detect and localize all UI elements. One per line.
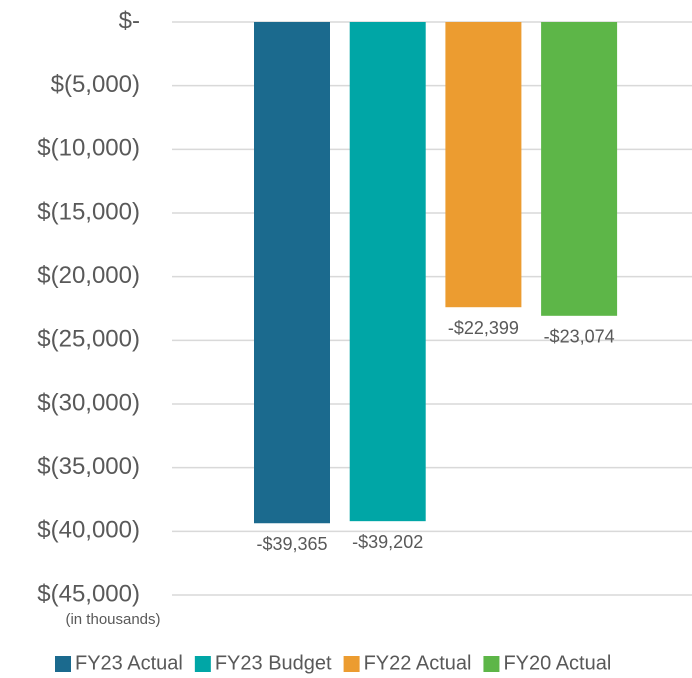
legend-swatch — [343, 656, 360, 672]
y-tick-label: $(45,000) — [37, 580, 140, 607]
bar — [541, 22, 618, 316]
bar — [254, 22, 330, 524]
y-tick-label: $(20,000) — [37, 262, 140, 289]
y-tick-label: $(35,000) — [37, 453, 140, 480]
data-label: -$23,074 — [544, 327, 615, 347]
bar — [445, 22, 522, 308]
data-label: -$39,202 — [352, 532, 423, 552]
legend-swatch — [194, 656, 211, 672]
legend-label: FY23 Actual — [75, 652, 183, 674]
y-tick-label: $(5,000) — [51, 71, 140, 98]
y-tick-label: $(40,000) — [37, 517, 140, 544]
legend-label: FY20 Actual — [503, 652, 611, 674]
legend-label: FY22 Actual — [364, 652, 472, 674]
y-tick-label: $(25,000) — [37, 326, 140, 353]
legend-swatch — [55, 656, 71, 672]
annotation: (in thousands) — [65, 611, 160, 628]
legend-label: FY23 Budget — [215, 652, 332, 674]
bar — [349, 22, 426, 522]
y-tick-label: $(30,000) — [37, 389, 140, 416]
data-label: -$39,365 — [256, 534, 327, 554]
data-label: -$22,399 — [448, 318, 519, 338]
y-tick-label: $- — [119, 7, 140, 34]
legend-swatch — [483, 656, 500, 672]
y-tick-label: $(10,000) — [37, 135, 140, 162]
y-tick-label: $(15,000) — [37, 198, 140, 225]
